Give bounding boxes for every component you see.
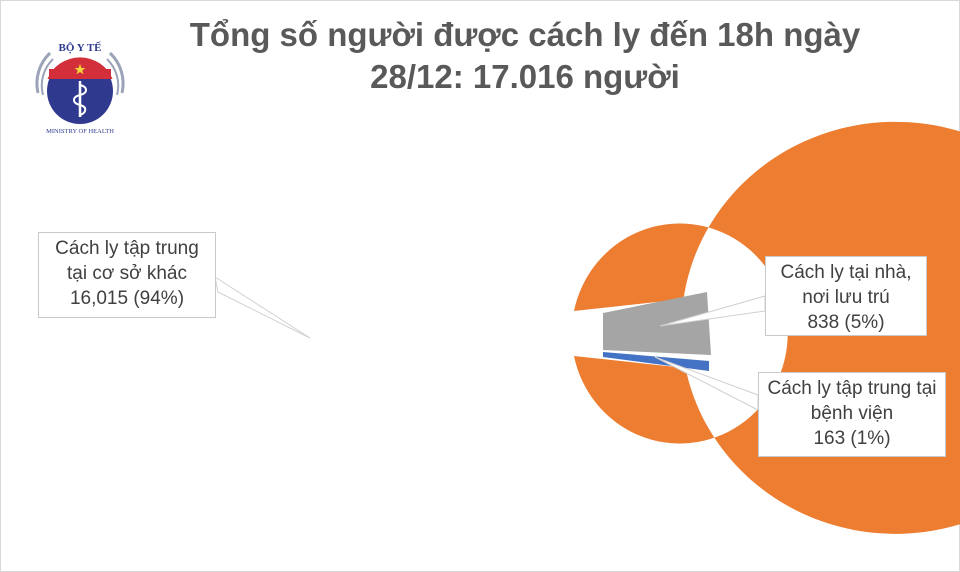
slice-tai-nha: [603, 292, 711, 355]
leader-line-a: [214, 275, 311, 339]
data-label-benh-vien: Cách ly tập trung tại bệnh viện 163 (1%): [758, 372, 946, 457]
svg-text:BỘ Y TẾ: BỘ Y TẾ: [59, 41, 102, 54]
data-label-tai-nha: Cách ly tại nhà, nơi lưu trú 838 (5%): [765, 256, 927, 336]
data-label-co-so-khac: Cách ly tập trung tại cơ sở khác 16,015 …: [38, 232, 216, 318]
chart-title: Tổng số người được cách ly đến 18h ngày …: [150, 14, 900, 98]
title-line-2: 28/12: 17.016 người: [370, 58, 680, 95]
ministry-of-health-logo: BỘ Y TẾ MINISTRY OF HEALTH: [35, 41, 125, 135]
title-line-1: Tổng số người được cách ly đến 18h ngày: [189, 16, 861, 53]
svg-text:MINISTRY OF HEALTH: MINISTRY OF HEALTH: [46, 128, 114, 135]
slice-benh-vien: [603, 352, 709, 371]
